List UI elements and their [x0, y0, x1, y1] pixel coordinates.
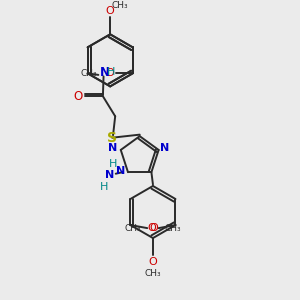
Text: O: O: [106, 6, 115, 16]
Text: O: O: [105, 68, 114, 78]
Text: N: N: [116, 166, 125, 176]
Text: CH₃: CH₃: [145, 269, 161, 278]
Text: O: O: [149, 223, 158, 233]
Text: N: N: [160, 143, 170, 153]
Text: CH₃: CH₃: [80, 69, 97, 78]
Text: O: O: [148, 257, 157, 267]
Text: O: O: [148, 223, 157, 233]
Text: N: N: [108, 143, 118, 153]
Text: N: N: [100, 66, 110, 79]
Text: CH₃: CH₃: [112, 1, 128, 10]
Text: H: H: [100, 182, 108, 192]
Text: CH₃: CH₃: [124, 224, 141, 232]
Text: H: H: [109, 158, 118, 169]
Text: S: S: [107, 131, 117, 145]
Text: O: O: [74, 90, 83, 103]
Text: H: H: [106, 68, 115, 77]
Text: CH₃: CH₃: [165, 224, 181, 232]
Text: N: N: [105, 170, 114, 180]
